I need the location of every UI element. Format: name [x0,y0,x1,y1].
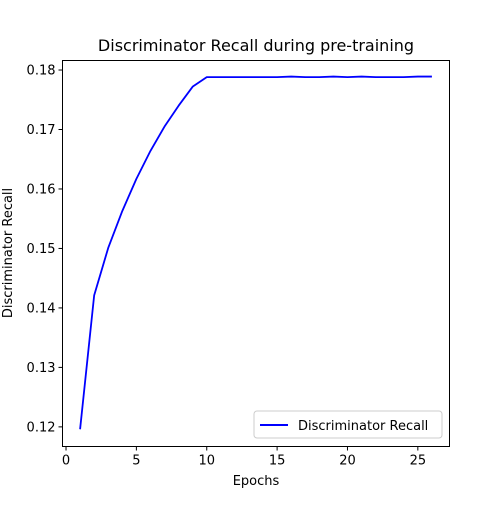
x-tick-label: 25 [410,454,427,469]
legend: Discriminator Recall [253,410,443,439]
x-tick-label: 10 [198,454,215,469]
x-tick-label: 20 [339,454,356,469]
y-tick-label: 0.18 [27,64,56,79]
y-tick-label: 0.12 [27,420,56,435]
y-tick-label: 0.14 [27,301,56,316]
y-tick-label: 0.17 [27,123,56,138]
series-layer [79,75,432,430]
y-axis-label: Discriminator Recall [1,188,16,318]
x-tick-label: 0 [62,454,70,469]
y-axis: 0.12 0.13 0.14 0.15 0.16 0.17 0.18 [27,64,63,435]
x-axis: 0 5 10 15 20 25 [62,446,427,469]
y-tick-label: 0.15 [27,242,56,257]
legend-label: Discriminator Recall [298,419,428,434]
chart-title: Discriminator Recall during pre-training [98,36,414,55]
legend-box [253,410,443,439]
x-tick-label: 15 [269,454,286,469]
series-line [79,75,432,430]
x-axis-label: Epochs [233,474,280,489]
y-tick-label: 0.16 [27,182,56,197]
x-tick-label: 5 [132,454,140,469]
plot-area-frame [62,60,450,447]
y-tick-label: 0.13 [27,361,56,376]
